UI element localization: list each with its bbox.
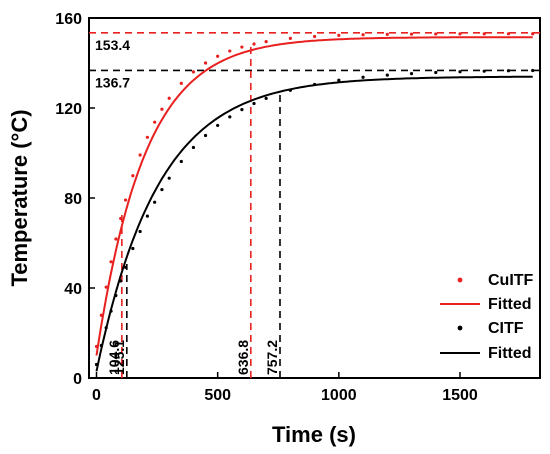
reference-label: 636.8 (235, 340, 251, 375)
data-point (531, 32, 535, 36)
data-point (434, 70, 438, 75)
reference-label: 104.6 (106, 340, 122, 375)
data-point (337, 78, 341, 82)
y-axis-label: Temperature (°C) (7, 109, 32, 286)
x-tick-label: 1500 (442, 387, 478, 404)
data-point (114, 237, 118, 241)
data-point (361, 33, 365, 37)
data-point (228, 115, 232, 119)
fitted-line (95, 75, 533, 372)
fitted-line (95, 36, 533, 356)
data-point (203, 133, 208, 138)
data-point (145, 214, 149, 218)
data-point (138, 229, 142, 234)
x-axis-label: Time (s) (272, 422, 356, 447)
legend: CuITF Fitted CITF Fitted (440, 272, 534, 362)
data-point (506, 32, 511, 36)
reference-label: 153.4 (95, 37, 130, 53)
reference-label: 136.7 (95, 74, 130, 90)
data-point (434, 32, 438, 36)
data-point (409, 72, 414, 76)
data-point (179, 81, 183, 85)
data-point (167, 176, 171, 180)
data-point (458, 32, 462, 36)
data-point (153, 120, 157, 124)
legend-label: CuITF (488, 272, 534, 289)
x-tick-label: 500 (204, 387, 231, 404)
data-point (131, 246, 135, 251)
data-point (361, 75, 365, 79)
data-point (145, 135, 149, 139)
data-point (252, 42, 256, 46)
data-point (216, 54, 220, 58)
x-tick-label: 0 (92, 387, 101, 404)
reference-label: 125.1 (111, 340, 127, 375)
data-point (252, 101, 256, 106)
legend-label: Fitted (488, 296, 532, 313)
plot-area (88, 17, 541, 379)
data-point (264, 40, 268, 44)
data-point (409, 32, 414, 36)
legend-label: CITF (488, 320, 524, 337)
data-point (385, 73, 389, 77)
data-point (123, 265, 128, 269)
legend-label: Fitted (488, 345, 532, 362)
data-point (506, 69, 511, 73)
data-point (123, 198, 128, 202)
y-tick-label: 80 (64, 191, 82, 208)
data-point (482, 69, 486, 73)
y-tick-label: 0 (73, 371, 82, 388)
data-point (531, 68, 535, 73)
data-point (458, 70, 462, 74)
data-point (264, 96, 268, 100)
x-tick-label: 1000 (321, 387, 357, 404)
legend-marker (457, 325, 463, 331)
data-point (240, 45, 244, 49)
y-tick-label: 40 (64, 281, 82, 298)
data-point (119, 216, 123, 221)
data-point (216, 123, 220, 128)
data-point (191, 70, 196, 74)
data-point (160, 187, 164, 192)
data-point (109, 260, 113, 264)
data-point (228, 49, 232, 53)
data-point (167, 96, 171, 100)
data-point (288, 36, 292, 40)
data-point (138, 153, 142, 157)
data-point (313, 34, 317, 39)
data-point (104, 285, 108, 289)
data-point (240, 108, 244, 112)
data-point (203, 61, 208, 65)
data-point (482, 32, 486, 36)
data-point (160, 107, 164, 111)
reference-label: 757.2 (264, 340, 280, 375)
data-point (179, 159, 183, 164)
y-tick-label: 120 (55, 101, 82, 118)
data-point (385, 32, 389, 36)
data-point (191, 145, 196, 150)
legend-marker (457, 277, 463, 283)
data-point (153, 200, 157, 204)
data-point (337, 33, 341, 37)
y-tick-label: 160 (55, 11, 82, 28)
data-point (131, 174, 135, 178)
